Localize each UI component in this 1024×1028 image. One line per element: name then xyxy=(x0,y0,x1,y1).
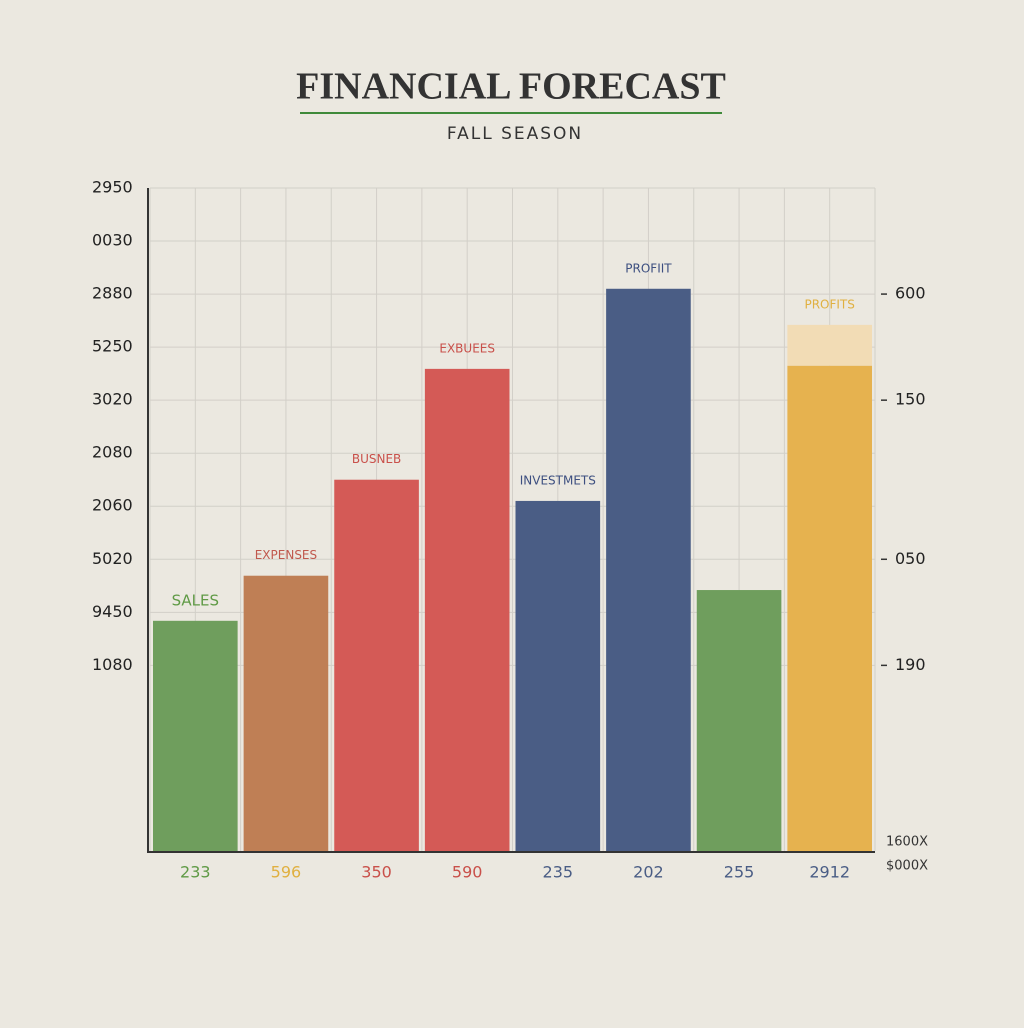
bar-segment xyxy=(787,324,872,366)
bar-label: EXBUEES xyxy=(439,341,495,355)
annotation: $000X xyxy=(886,859,928,874)
x-tick-label: 255 xyxy=(724,863,755,882)
annotation: 1600X xyxy=(886,835,928,850)
y-tick-label: 2950 xyxy=(92,178,133,197)
chart-subtitle: FALL SEASON xyxy=(447,124,583,144)
x-tick-label: 596 xyxy=(271,863,302,882)
bar xyxy=(696,590,782,851)
y2-tick-label: 150 xyxy=(895,390,926,409)
bar-label: INVESTMETS xyxy=(520,473,596,487)
bar xyxy=(153,620,238,851)
bar-label: SALES xyxy=(172,591,219,609)
y2-tick-label: 050 xyxy=(895,549,926,568)
y-tick-label: 2880 xyxy=(92,284,133,303)
y-tick-label: 1080 xyxy=(92,655,133,674)
x-tick-label: 233 xyxy=(180,863,211,882)
bar-label: PROFITS xyxy=(804,297,854,311)
bar xyxy=(243,575,329,851)
x-tick-label: 350 xyxy=(361,863,392,882)
y-tick-label: 0030 xyxy=(92,231,133,250)
x-tick-label: 590 xyxy=(452,863,483,882)
y-tick-label: 2060 xyxy=(92,496,133,515)
y-tick-label: 2080 xyxy=(92,443,133,462)
bar-label: PROFIIT xyxy=(625,261,672,275)
bar xyxy=(515,500,601,851)
y-tick-label: 5250 xyxy=(92,337,133,356)
bar xyxy=(334,479,419,851)
bar xyxy=(787,365,872,851)
y-tick-label: 9450 xyxy=(92,602,133,621)
y-tick-label: 3020 xyxy=(92,390,133,409)
bar xyxy=(424,368,510,851)
y2-tick-label: 600 xyxy=(895,284,926,303)
x-tick-label: 2912 xyxy=(809,863,850,882)
bar-label: EXPENSES xyxy=(255,548,317,562)
bar xyxy=(606,288,691,851)
chart-title: FINANCIAL FORECAST xyxy=(296,66,726,108)
bar-label: BUSNEB xyxy=(352,452,401,466)
x-tick-label: 235 xyxy=(543,863,574,882)
y2-tick-label: 190 xyxy=(895,655,926,674)
x-tick-label: 202 xyxy=(633,863,664,882)
y-tick-label: 5020 xyxy=(92,549,133,568)
